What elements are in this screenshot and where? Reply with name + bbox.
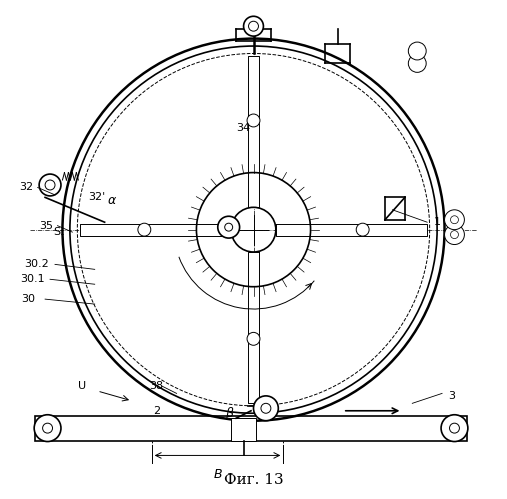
Text: 2: 2 — [153, 406, 160, 416]
Circle shape — [45, 180, 55, 190]
Polygon shape — [80, 224, 231, 236]
Text: U: U — [78, 381, 86, 391]
Circle shape — [43, 423, 53, 433]
Circle shape — [39, 174, 61, 196]
Text: 38: 38 — [150, 381, 164, 391]
Circle shape — [441, 415, 468, 442]
Circle shape — [254, 396, 278, 421]
Circle shape — [138, 223, 151, 236]
Text: 30: 30 — [21, 294, 35, 304]
Circle shape — [450, 423, 459, 433]
Polygon shape — [247, 252, 260, 403]
Text: 32': 32' — [89, 193, 106, 203]
Text: 3: 3 — [449, 391, 455, 401]
Polygon shape — [276, 224, 427, 236]
Circle shape — [445, 210, 464, 230]
Text: 32: 32 — [20, 183, 34, 193]
Circle shape — [451, 216, 458, 224]
Bar — [231, 418, 256, 441]
Text: 30.1: 30.1 — [20, 274, 45, 284]
Circle shape — [34, 415, 61, 442]
Polygon shape — [247, 56, 260, 207]
Circle shape — [225, 223, 233, 231]
Text: 35: 35 — [39, 221, 53, 231]
Circle shape — [247, 114, 260, 127]
Text: α: α — [108, 195, 116, 208]
Text: Фиг. 13: Фиг. 13 — [224, 473, 283, 487]
Circle shape — [445, 225, 464, 245]
Text: 1: 1 — [433, 217, 441, 227]
Circle shape — [247, 332, 260, 345]
Text: 30.2: 30.2 — [24, 259, 49, 269]
Circle shape — [218, 216, 240, 238]
Bar — [35, 416, 467, 441]
Circle shape — [356, 223, 369, 236]
Circle shape — [408, 54, 426, 72]
Circle shape — [261, 403, 271, 413]
Circle shape — [248, 21, 259, 31]
Circle shape — [408, 42, 426, 60]
Text: β: β — [225, 407, 233, 420]
Text: B: B — [213, 468, 222, 481]
Circle shape — [243, 16, 264, 36]
Text: S₁: S₁ — [53, 227, 65, 237]
Text: 34: 34 — [236, 123, 250, 133]
Circle shape — [451, 231, 458, 239]
